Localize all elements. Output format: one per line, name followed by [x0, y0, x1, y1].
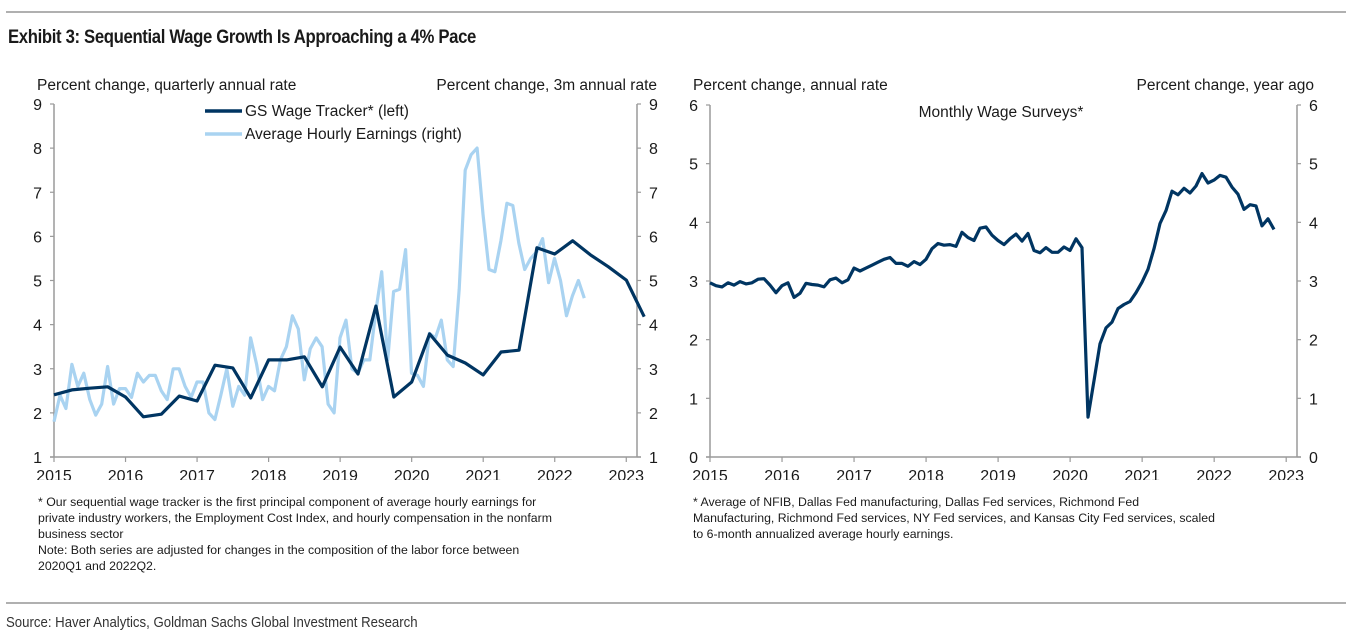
y-tick-label: 1	[689, 391, 698, 408]
y-tick-label: 4	[689, 215, 698, 232]
legend-label-ahe: Average Hourly Earnings (right)	[245, 126, 462, 143]
x-tick-label: 2017	[836, 468, 872, 480]
footnote-left: * Our sequential wage tracker is the fir…	[38, 494, 552, 574]
footnote-line: Manufacturing, Richmond Fed services, NY…	[693, 511, 1215, 525]
y-tick-label-right: 4	[1309, 215, 1318, 232]
y-tick-label-right: 5	[1309, 157, 1318, 174]
x-tick-label: 2019	[980, 468, 1016, 480]
x-tick-label: 2020	[1052, 468, 1088, 480]
y-tick-label: 5	[33, 274, 42, 291]
x-tick-label: 2016	[108, 468, 144, 480]
x-tick-label: 2020	[394, 468, 430, 480]
x-tick-label: 2018	[251, 468, 287, 480]
y-tick-label-right: 3	[1309, 274, 1318, 291]
x-tick-label: 2022	[537, 468, 573, 480]
left-axis-label: Percent change, quarterly annual rate	[37, 77, 296, 94]
y-tick-label: 0	[689, 450, 698, 467]
x-tick-label: 2021	[465, 468, 501, 480]
series-line-average-hourly-earnings-right	[52, 146, 586, 423]
y-tick-label-right: 0	[1309, 450, 1318, 467]
legend: GS Wage Tracker* (left) Average Hourly E…	[205, 103, 462, 143]
x-tick-label: 2016	[764, 468, 800, 480]
x-tick-label: 2015	[692, 468, 728, 480]
y-tick-label-right: 4	[649, 318, 658, 335]
x-tick-label: 2021	[1124, 468, 1160, 480]
y-tick-label: 2	[689, 333, 698, 350]
y-tick-label-right: 6	[649, 229, 658, 246]
y-tick-label-right: 3	[649, 362, 658, 379]
x-tick-label: 2017	[179, 468, 215, 480]
x-tick-label: 2023	[608, 468, 644, 480]
y-tick-label-right: 9	[649, 97, 658, 114]
y-tick-label-right: 1	[649, 450, 658, 467]
footnote-line: to 6-month annualized average hourly ear…	[693, 527, 954, 541]
y-tick-label: 7	[33, 185, 42, 202]
series-title: Monthly Wage Surveys*	[919, 104, 1084, 121]
y-tick-label-right: 2	[1309, 333, 1318, 350]
y-tick-label: 3	[33, 362, 42, 379]
y-tick-label: 5	[689, 157, 698, 174]
x-tick-label: 2022	[1196, 468, 1232, 480]
footnote-line: * Our sequential wage tracker is the fir…	[38, 495, 537, 509]
footnote-line: private industry workers, the Employment…	[38, 511, 552, 525]
footnote-line: 2020Q1 and 2022Q2.	[38, 559, 157, 573]
right-axis-label: Percent change, year ago	[1136, 77, 1314, 94]
y-tick-label-right: 8	[649, 141, 658, 158]
y-tick-label: 8	[33, 141, 42, 158]
footnote-line: business sector	[38, 527, 124, 541]
series-line-gs-wage-tracker-left	[53, 239, 646, 419]
y-tick-label: 3	[689, 274, 698, 291]
bottom-rule	[6, 602, 1346, 604]
footnote-line: * Average of NFIB, Dallas Fed manufactur…	[693, 495, 1140, 509]
source-note: Source: Haver Analytics, Goldman Sachs G…	[6, 614, 418, 631]
x-tick-label: 2018	[908, 468, 944, 480]
y-tick-label-right: 2	[649, 406, 658, 423]
right-axis-label: Percent change, 3m annual rate	[436, 77, 657, 94]
series-line-monthly-wage-surveys	[709, 172, 1276, 419]
y-tick-label: 1	[33, 450, 42, 467]
y-tick-label: 6	[33, 229, 42, 246]
y-tick-label-right: 7	[649, 185, 658, 202]
y-tick-label: 2	[33, 406, 42, 423]
y-tick-label-right: 1	[1309, 391, 1318, 408]
wage-surveys-chart: Percent change, annual rate Percent chan…	[689, 77, 1318, 480]
legend-label-tracker: GS Wage Tracker* (left)	[245, 103, 409, 120]
top-rule	[6, 11, 1346, 13]
x-tick-label: 2019	[322, 468, 358, 480]
y-tick-label: 6	[689, 98, 698, 115]
y-tick-label: 9	[33, 97, 42, 114]
x-tick-label: 2015	[36, 468, 72, 480]
x-tick-label: 2023	[1268, 468, 1304, 480]
y-tick-label-right: 6	[1309, 98, 1318, 115]
left-axis-label: Percent change, annual rate	[693, 77, 888, 94]
footnote-line: Note: Both series are adjusted for chang…	[38, 543, 520, 557]
y-tick-label-right: 5	[649, 274, 658, 291]
wage-tracker-chart: Percent change, quarterly annual rate Pe…	[33, 77, 658, 480]
y-tick-label: 4	[33, 318, 42, 335]
footnote-right: * Average of NFIB, Dallas Fed manufactur…	[693, 494, 1215, 542]
exhibit-title: Exhibit 3: Sequential Wage Growth Is App…	[8, 27, 476, 48]
